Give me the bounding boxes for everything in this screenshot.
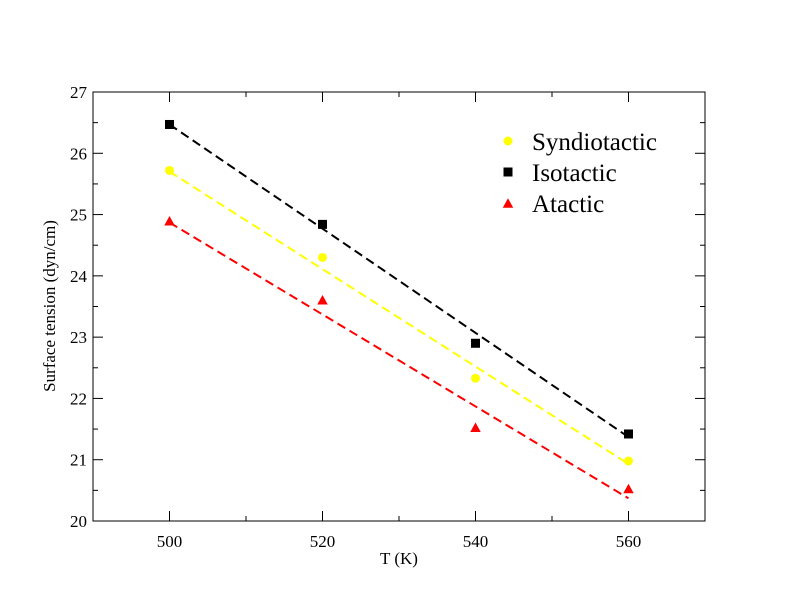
point-atactic	[317, 295, 328, 305]
data-points	[164, 119, 634, 494]
point-syndiotactic	[318, 252, 327, 262]
x-tick-label: 560	[616, 532, 642, 551]
fit-line-atactic	[168, 221, 630, 500]
legend-label-atactic: Atactic	[532, 191, 604, 218]
fit-line-syndiotactic	[168, 170, 630, 465]
point-isotactic	[165, 119, 174, 129]
y-tick-label: 24	[70, 267, 88, 286]
legend: Syndiotactic Isotactic Atactic	[502, 129, 657, 218]
y-tick-label: 25	[70, 206, 87, 225]
tick-labels: 500 520 540 560 20 21 22 23 24 25 26 27	[70, 83, 641, 551]
y-tick-label: 26	[70, 144, 87, 163]
point-isotactic	[624, 429, 633, 439]
point-isotactic	[318, 219, 327, 229]
y-tick-label: 20	[70, 512, 87, 531]
x-axis-title: T (K)	[380, 549, 418, 568]
x-tick-label: 540	[463, 532, 489, 551]
plot-frame	[92, 91, 706, 522]
y-tick-label: 23	[70, 328, 87, 347]
legend-label-syndiotactic: Syndiotactic	[532, 129, 657, 156]
point-atactic	[164, 215, 175, 226]
y-tick-label: 21	[70, 451, 87, 470]
legend-marker-atactic	[502, 198, 514, 208]
y-axis-title: Surface tension (dyn/cm)	[40, 220, 59, 392]
x-tick-label: 500	[157, 532, 183, 551]
legend-marker-syndiotactic	[503, 136, 513, 146]
point-atactic	[470, 422, 481, 432]
fit-lines	[168, 123, 630, 500]
legend-marker-isotactic	[503, 167, 513, 177]
point-syndiotactic	[471, 373, 480, 383]
x-tick-label: 520	[310, 532, 336, 551]
point-atactic	[623, 483, 634, 494]
point-syndiotactic	[165, 165, 174, 175]
point-syndiotactic	[624, 456, 633, 466]
point-isotactic	[471, 338, 480, 348]
fit-line-isotactic	[168, 123, 630, 438]
axis-ticks	[92, 91, 706, 522]
legend-label-isotactic: Isotactic	[532, 160, 617, 187]
y-tick-label: 27	[70, 83, 88, 102]
y-tick-label: 22	[70, 389, 87, 408]
